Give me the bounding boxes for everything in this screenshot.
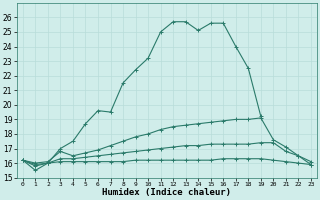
X-axis label: Humidex (Indice chaleur): Humidex (Indice chaleur): [102, 188, 231, 197]
